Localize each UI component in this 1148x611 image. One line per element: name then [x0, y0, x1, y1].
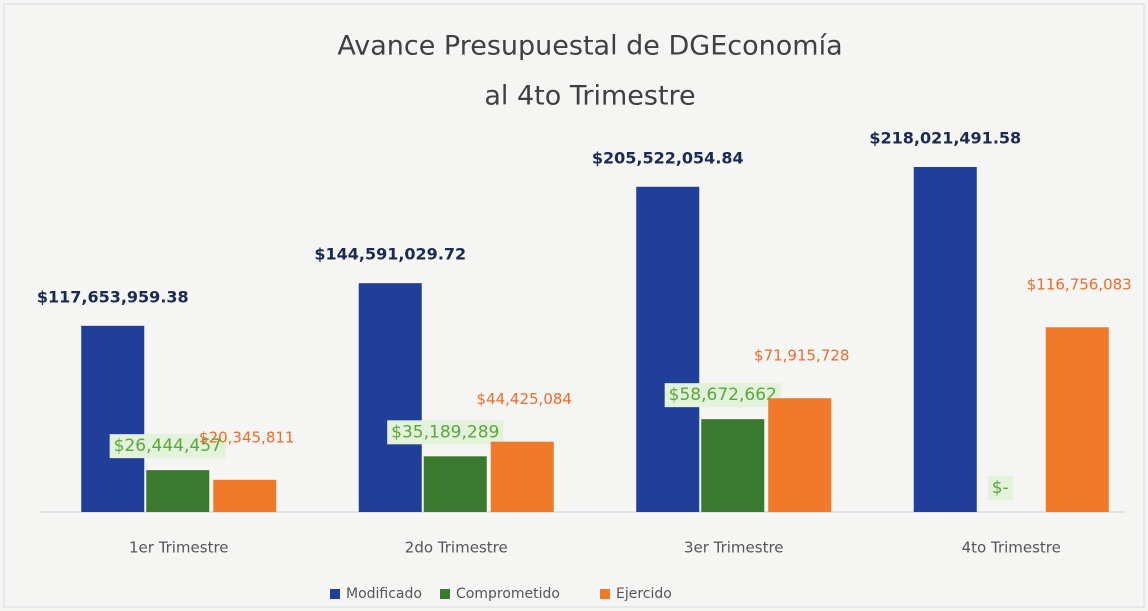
x-tick-label: 2do Trimestre — [405, 539, 508, 557]
value-label: $116,756,083 — [1027, 276, 1132, 294]
bar — [490, 441, 554, 512]
chart-title: Avance Presupuestal de DGEconomía — [337, 31, 842, 62]
value-label: $- — [992, 478, 1009, 498]
value-label: $20,345,811 — [199, 428, 294, 446]
value-label-bg — [987, 476, 1013, 500]
bar — [423, 456, 487, 512]
legend-swatch — [330, 589, 340, 599]
value-label: $58,672,662 — [669, 385, 777, 405]
legend-label: Ejercido — [616, 586, 672, 602]
value-label: $44,425,084 — [477, 390, 572, 408]
legend-swatch — [600, 589, 610, 599]
value-label: $144,591,029.72 — [314, 245, 466, 264]
bar — [358, 283, 422, 512]
value-label-bg — [664, 383, 781, 408]
bar — [213, 479, 277, 512]
bar — [636, 186, 700, 512]
value-label-bg — [109, 434, 226, 459]
bar — [1045, 327, 1109, 512]
bar — [146, 470, 210, 512]
legend-swatch — [440, 589, 450, 599]
legend-label: Modificado — [346, 586, 422, 602]
x-tick-label: 3er Trimestre — [684, 539, 784, 557]
bar — [81, 325, 145, 512]
value-label: $35,189,289 — [391, 422, 499, 442]
frame — [3, 3, 1145, 608]
x-tick-label: 4to Trimestre — [962, 539, 1061, 557]
value-label: $205,522,054.84 — [592, 148, 744, 167]
bar — [913, 167, 977, 512]
value-label: $71,915,728 — [754, 347, 849, 365]
value-label: $26,444,457 — [114, 436, 222, 456]
value-label: $117,653,959.38 — [37, 287, 189, 306]
value-label: $218,021,491.58 — [869, 129, 1021, 148]
x-tick-label: 1er Trimestre — [129, 539, 229, 557]
bar — [768, 398, 832, 512]
bar — [701, 419, 765, 512]
legend-label: Comprometido — [456, 586, 560, 602]
value-label-bg — [387, 420, 504, 445]
chart-title: al 4to Trimestre — [484, 81, 695, 112]
